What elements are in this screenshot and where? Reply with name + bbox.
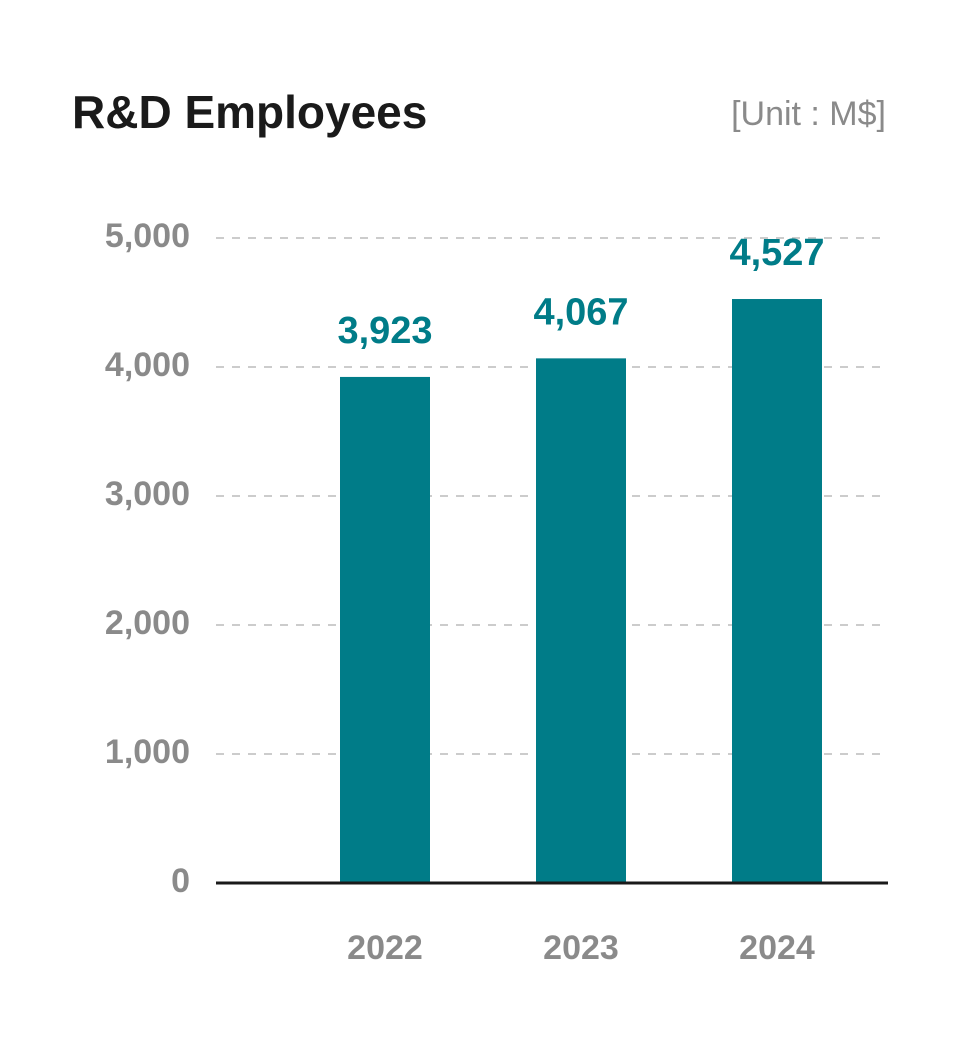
y-tick-label: 5,000 [105,217,190,255]
bar [340,376,430,883]
x-tick-label: 2024 [739,929,815,967]
y-tick-label: 3,000 [105,475,190,513]
y-tick-label: 1,000 [105,733,190,771]
value-label: 4,067 [533,291,628,333]
bar [536,358,626,883]
bar [732,299,822,884]
value-label: 4,527 [729,232,824,274]
chart-title: R&D Employees [72,86,427,138]
value-label: 3,923 [337,310,432,352]
y-tick-label: 0 [171,862,190,900]
x-tick-label: 2022 [347,929,423,967]
y-tick-label: 2,000 [105,604,190,642]
x-tick-label: 2023 [543,929,619,967]
unit-label: [Unit : M$] [731,95,886,133]
y-tick-label: 4,000 [105,346,190,384]
